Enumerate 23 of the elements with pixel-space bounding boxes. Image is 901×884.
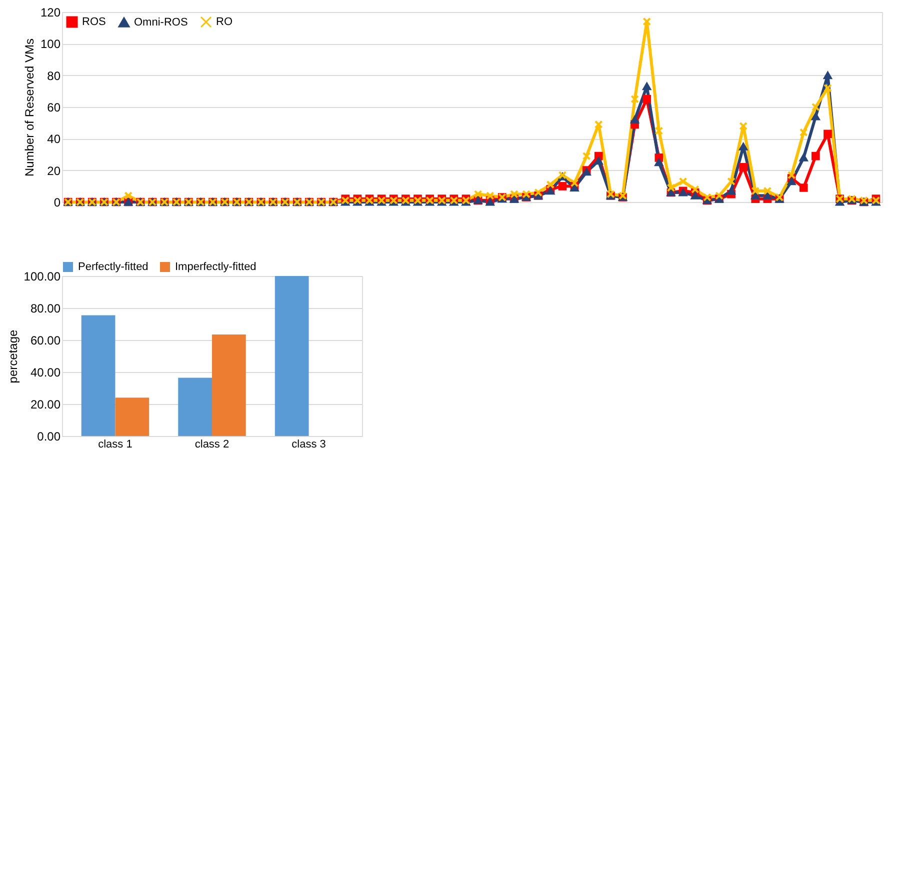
y-tick-label: 20 — [47, 164, 61, 178]
y-tick-label: 20.00 — [30, 398, 61, 412]
y-tick-label: 80 — [47, 68, 61, 83]
legend-label: ROS — [82, 16, 106, 28]
y-axis-title: percetage — [6, 329, 20, 384]
y-tick-label: 80.00 — [30, 302, 61, 316]
y-tick-label: 120 — [40, 6, 61, 20]
y-tick-label: 60 — [47, 100, 61, 114]
y-tick-label: 0 — [54, 196, 61, 210]
y-tick-label: 100 — [40, 37, 61, 52]
y-tick-label: 60.00 — [30, 334, 61, 348]
legend-label: Perfectly-fitted — [78, 261, 148, 273]
x-tick-label: class 1 — [98, 438, 132, 450]
x-tick-label: class 3 — [292, 438, 326, 450]
y-tick-label: 0.00 — [37, 430, 61, 444]
y-axis-title: Number of Reserved VMs — [22, 38, 36, 177]
y-tick-label: 100.00 — [24, 270, 61, 284]
y-tick-label: 40.00 — [30, 366, 61, 380]
legend-label: Omni-ROS — [134, 16, 188, 28]
x-tick-label: class 2 — [194, 438, 230, 450]
legend-label: RO — [216, 16, 233, 28]
y-tick-label: 40 — [47, 132, 61, 146]
legend-label: Imperfectly-fitted — [175, 261, 256, 273]
